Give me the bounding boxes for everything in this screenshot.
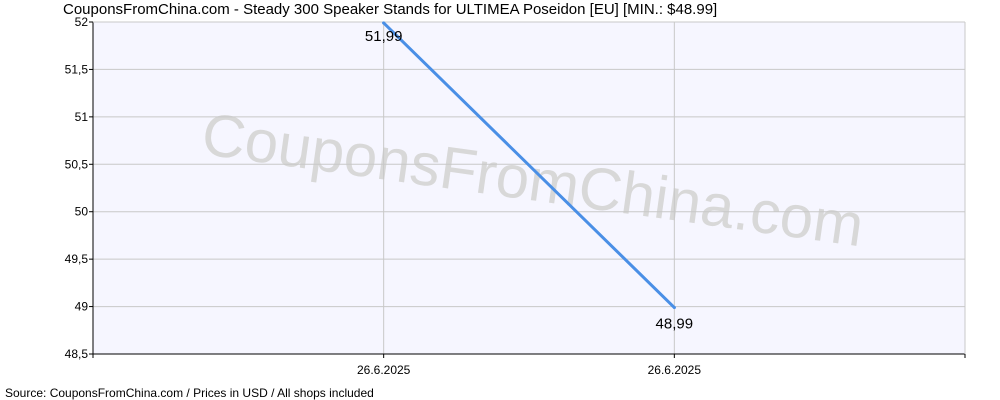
- source-footer: Source: CouponsFromChina.com / Prices in…: [5, 386, 374, 400]
- axes: [92, 21, 966, 355]
- grid: [93, 21, 965, 355]
- data-point: [672, 306, 676, 310]
- y-tick-label: 48,5: [65, 347, 89, 361]
- x-axis-ticks: 26.6.2025 26.6.2025: [92, 354, 966, 377]
- x-tick-label: 26.6.2025: [357, 363, 411, 377]
- y-tick-label: 52: [75, 15, 89, 29]
- y-tick-label: 51,5: [65, 62, 89, 76]
- y-tick-label: 50,5: [65, 157, 89, 171]
- data-point: [382, 21, 386, 25]
- data-labels: 51,99 48,99: [365, 28, 693, 333]
- y-tick-label: 50: [75, 205, 89, 219]
- data-label: 48,99: [656, 316, 694, 333]
- y-tick-label: 51: [75, 110, 89, 124]
- series-line: [382, 21, 676, 310]
- y-tick-label: 49,5: [65, 252, 89, 266]
- data-label: 51,99: [365, 28, 403, 45]
- series-price: [382, 21, 676, 310]
- plot-area: [93, 22, 965, 354]
- y-tick-label: 49: [75, 300, 89, 314]
- y-axis-ticks: 48,5 49 49,5 50 50,5 51 51,5 52: [65, 15, 93, 361]
- x-tick-label: 26.6.2025: [648, 363, 702, 377]
- chart-title: CouponsFromChina.com - Steady 300 Speake…: [63, 1, 718, 18]
